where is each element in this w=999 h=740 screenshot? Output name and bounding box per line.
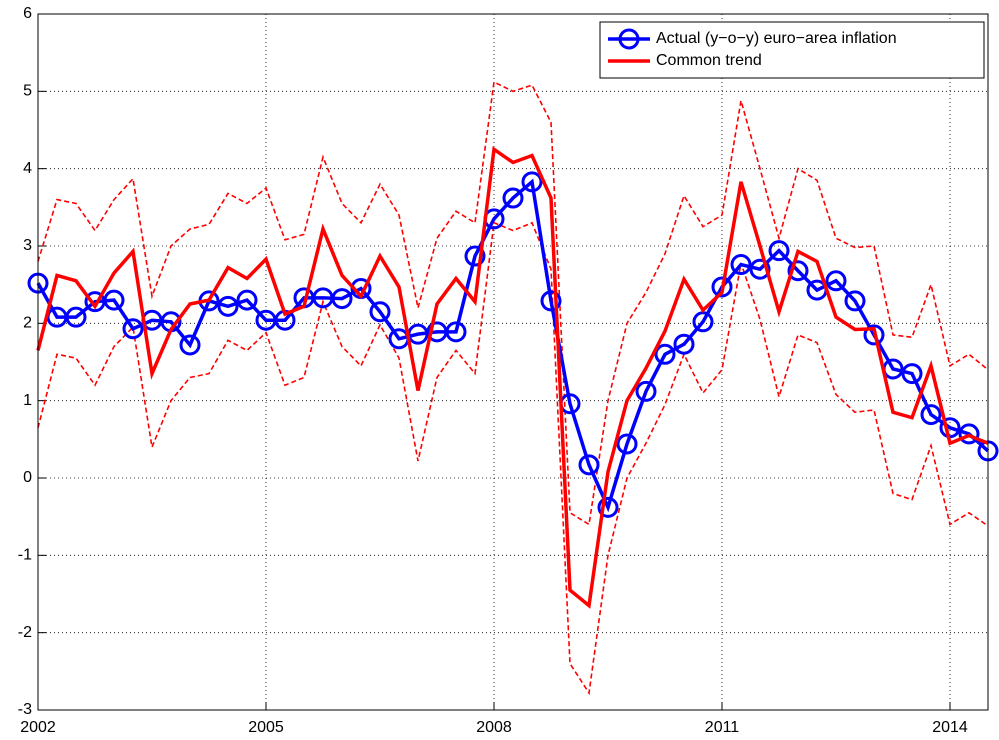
- point-marker: [331, 288, 353, 310]
- x-tick-label: 2008: [476, 719, 512, 736]
- point-marker: [654, 343, 676, 365]
- point-marker: [749, 258, 771, 280]
- plot-area: [38, 14, 988, 710]
- y-tick-label: 3: [23, 237, 32, 254]
- y-tick-label: -3: [18, 701, 32, 718]
- point-marker: [236, 289, 258, 311]
- legend-label: Actual (y−o−y) euro−area inflation: [656, 30, 897, 47]
- band-line: [37, 221, 989, 696]
- point-marker: [122, 318, 144, 340]
- legend: Actual (y−o−y) euro−area inflation Common…: [599, 21, 985, 79]
- y-tick-label: 4: [23, 160, 32, 177]
- x-tick-label: 2011: [705, 719, 740, 736]
- y-tick-label: -2: [18, 624, 32, 641]
- point-marker: [901, 363, 923, 385]
- point-marker: [502, 187, 524, 209]
- point-marker: [711, 276, 733, 298]
- point-marker: [692, 311, 714, 333]
- y-tick-label: -1: [18, 547, 32, 564]
- point-marker: [521, 171, 543, 193]
- point-marker: [179, 334, 201, 356]
- point-marker: [217, 295, 239, 317]
- point-marker: [369, 301, 391, 323]
- point-marker: [768, 240, 790, 262]
- y-tick-label: 5: [23, 83, 32, 100]
- point-marker: [673, 333, 695, 355]
- point-marker: [65, 306, 87, 328]
- x-tick-label: 2014: [932, 719, 968, 736]
- y-tick-label: 1: [23, 392, 32, 409]
- point-marker: [920, 404, 942, 426]
- point-marker: [825, 270, 847, 292]
- x-tick-label: 2002: [20, 719, 56, 736]
- point-marker: [616, 433, 638, 455]
- band-line: [37, 80, 989, 526]
- point-marker: [103, 289, 125, 311]
- axes-box: [37, 13, 989, 711]
- series-line: [36, 146, 989, 609]
- x-tick-label: 2005: [248, 719, 284, 736]
- point-marker: [597, 496, 619, 518]
- point-marker: [445, 321, 467, 343]
- point-marker: [578, 454, 600, 476]
- point-marker: [863, 324, 885, 346]
- y-tick-label: 0: [23, 469, 32, 486]
- y-tick-label: 6: [23, 5, 32, 22]
- legend-marker: [618, 28, 640, 50]
- point-marker: [540, 290, 562, 312]
- point-marker: [844, 290, 866, 312]
- y-tick-label: 2: [23, 315, 32, 332]
- point-marker: [787, 260, 809, 282]
- legend-box: [599, 21, 985, 79]
- point-marker: [958, 423, 980, 445]
- point-marker: [635, 380, 657, 402]
- point-marker: [730, 254, 752, 276]
- series-line: [36, 178, 990, 513]
- point-marker: [464, 245, 486, 267]
- legend-label: Common trend: [656, 52, 762, 69]
